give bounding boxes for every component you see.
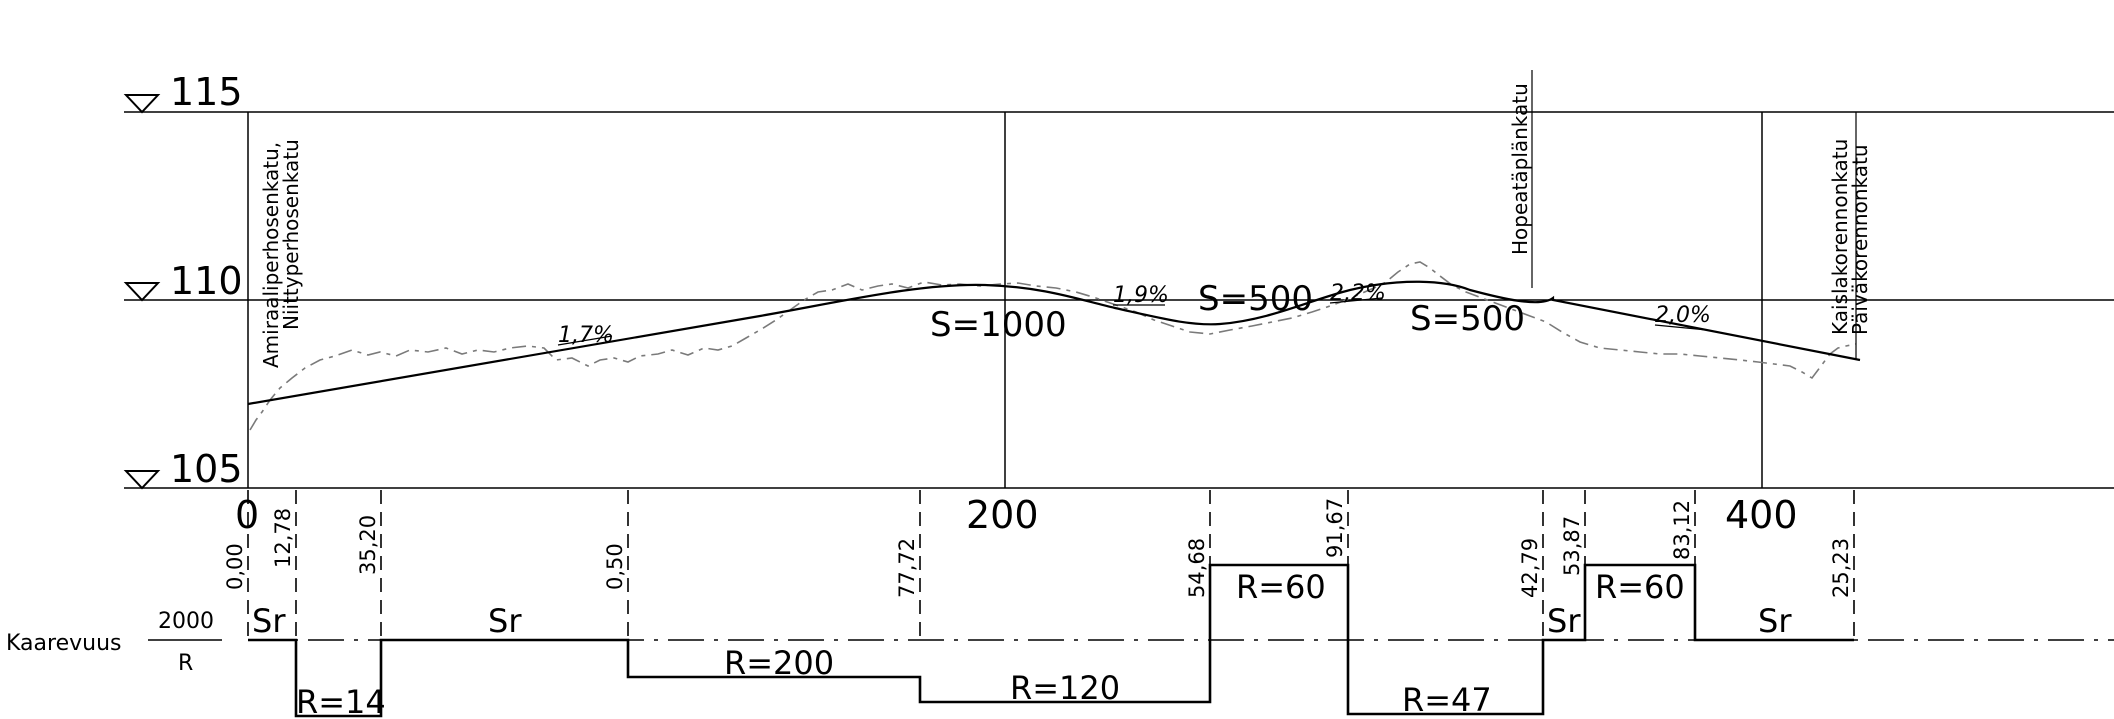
street-label-end-1: Kaislakorennonkatu <box>1828 139 1852 335</box>
grade-label-1: 1,7% <box>557 323 614 348</box>
vertical-curve-label-2: S=500 <box>1198 279 1313 319</box>
curve-label-1: Sr <box>252 602 286 640</box>
vertical-curve-label-1: S=1000 <box>930 305 1067 345</box>
chainage-label-400: 400 <box>1725 493 1798 537</box>
elevation-label-105: 105 <box>170 447 243 491</box>
chainage-label-200: 200 <box>966 493 1039 537</box>
curvature-numerator: 2000 <box>158 609 214 634</box>
tick-value-4: 0,50 <box>603 543 627 590</box>
svg-text:2,0%: 2,0% <box>1655 303 1711 328</box>
elevation-marker-105: 105 <box>123 447 248 491</box>
vertical-curve-label-3: S=500 <box>1410 299 1525 339</box>
street-label-start-2: Niittyperhosenkatu <box>279 139 303 330</box>
chainage-label-0: 0 <box>235 493 259 537</box>
tick-value-1: 0,00 <box>223 543 247 590</box>
street-label-start-1: Amiraaliperhosenkatu, <box>259 142 283 368</box>
svg-text:1,7%: 1,7% <box>558 323 614 348</box>
svg-text:1,9%: 1,9% <box>1113 283 1169 308</box>
curve-label-6: R=60 <box>1236 568 1326 606</box>
street-label-end-2: Päiväkorennonkatu <box>1848 144 1872 335</box>
tick-value-8: 42,79 <box>1518 538 1542 598</box>
curve-label-3: Sr <box>488 602 522 640</box>
triangle-marker-icon <box>123 94 161 114</box>
tick-value-7: 91,67 <box>1323 498 1347 558</box>
tick-value-10: 83,12 <box>1670 500 1694 560</box>
elevation-label-115: 115 <box>170 70 243 114</box>
curve-label-7: R=47 <box>1402 681 1492 719</box>
elevation-marker-110: 110 <box>123 259 248 303</box>
existing-ground-line <box>249 261 1857 431</box>
street-label-mid: Hopeatäplänkatu <box>1508 83 1532 255</box>
curvature-step-line <box>248 563 1854 718</box>
curvature-label: Kaarevuus <box>6 631 121 656</box>
tick-value-3: 35,20 <box>356 515 380 575</box>
curve-label-8: Sr <box>1547 602 1581 640</box>
tick-value-5: 77,72 <box>895 538 919 598</box>
triangle-marker-icon <box>123 470 161 490</box>
tick-value-6: 54,68 <box>1185 538 1209 598</box>
elevation-label-110: 110 <box>170 259 243 303</box>
curvature-band: Kaarevuus 2000 R 0,00 12,78 35,20 0,50 7… <box>6 490 2114 719</box>
triangle-marker-icon <box>123 282 161 302</box>
curve-label-2: R=14 <box>296 683 386 719</box>
grade-label-4: 2,0% <box>1654 303 1711 331</box>
design-profile-line <box>247 280 1861 406</box>
tick-value-2: 12,78 <box>271 508 295 568</box>
tick-value-9: 53,87 <box>1560 516 1584 576</box>
tick-value-11: 25,23 <box>1829 538 1853 598</box>
elevation-marker-115: 115 <box>123 70 248 114</box>
elevation-grid <box>247 111 2114 489</box>
curve-label-9: R=60 <box>1595 568 1685 606</box>
grade-label-3: 2,2% <box>1329 281 1386 306</box>
curvature-denominator: R <box>178 651 193 676</box>
curve-label-4: R=200 <box>724 644 834 682</box>
grade-label-2: 1,9% <box>1113 283 1169 308</box>
curve-label-5: R=120 <box>1010 669 1120 707</box>
curve-label-10: Sr <box>1758 602 1792 640</box>
